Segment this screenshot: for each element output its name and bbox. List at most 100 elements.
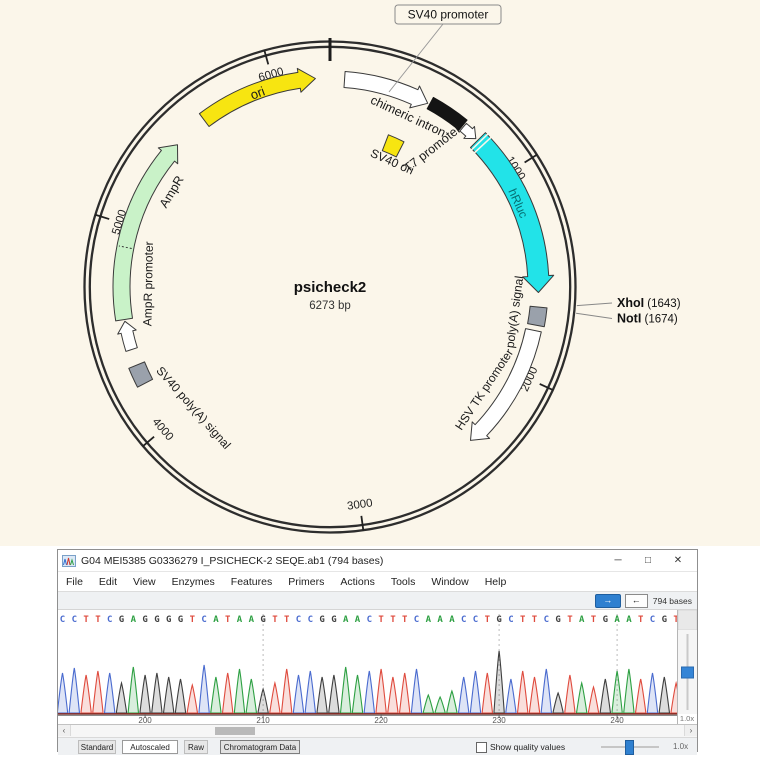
base-call: T	[284, 615, 290, 625]
trace-peak-A	[233, 668, 246, 714]
base-call: T	[225, 615, 231, 625]
show-quality-checkbox[interactable]	[476, 742, 487, 753]
trace-peak-C	[505, 678, 517, 714]
base-call: T	[485, 615, 491, 625]
base-call: G	[154, 615, 159, 625]
chromatogram-window: G04 MEI5385 G0336279 I_PSICHECK-2 SEQE.a…	[56, 549, 698, 755]
step-forward-button[interactable]: →	[594, 593, 621, 608]
base-call: T	[520, 615, 526, 625]
trace-peak-C	[103, 672, 116, 714]
trace-peak-G	[257, 687, 269, 714]
zoom-slider-thumb[interactable]	[625, 740, 634, 755]
trace-peak-A	[210, 676, 222, 714]
base-call: G	[260, 615, 265, 625]
minimize-button[interactable]: ─	[614, 554, 622, 566]
base-call: T	[673, 615, 679, 625]
trace-peak-T	[528, 676, 541, 714]
trace-peak-T	[398, 672, 411, 714]
view-button-autoscaled[interactable]: Autoscaled	[122, 740, 178, 754]
view-button-chromatogram-data[interactable]: Chromatogram Data	[220, 740, 300, 754]
zoom-level-label: 1.0x	[673, 742, 689, 751]
step-back-button[interactable]: ←	[624, 593, 648, 608]
view-button-standard[interactable]: Standard	[78, 740, 116, 754]
scroll-right-arrow[interactable]: ›	[684, 725, 697, 736]
scroll-left-arrow[interactable]: ‹	[58, 725, 71, 736]
trace-peak-T	[80, 674, 92, 714]
ruler-label-240: 240	[610, 716, 624, 724]
trace-peak-C	[540, 668, 553, 714]
base-call: C	[308, 615, 313, 625]
enzyme-site-XhoI: XhoI (1643)	[617, 296, 681, 310]
trace-peak-C	[68, 667, 81, 714]
base-call: T	[402, 615, 408, 625]
trace-peak-A	[127, 666, 140, 714]
trace-peak-C	[363, 670, 376, 714]
trace-peak-G	[493, 650, 505, 714]
base-call: A	[343, 615, 349, 625]
menu-edit[interactable]: Edit	[98, 575, 118, 588]
trace-peak-A	[351, 674, 364, 714]
trace-peak-G	[552, 691, 564, 714]
bottom-controls: Standard Autoscaled Raw Chromatogram Data S…	[58, 738, 697, 755]
seam-mark	[473, 135, 493, 155]
menu-view[interactable]: View	[133, 575, 156, 588]
base-call: G	[178, 615, 183, 625]
base-call: T	[567, 615, 573, 625]
trace-peak-C	[457, 676, 470, 714]
base-call: C	[414, 615, 419, 625]
base-call: C	[201, 615, 206, 625]
window-titlebar: G04 MEI5385 G0336279 I_PSICHECK-2 SEQE.a…	[58, 550, 697, 572]
callout-label: SV40 promoter	[408, 8, 489, 22]
trace-peak-G	[162, 676, 175, 714]
trace-peak-T	[634, 678, 647, 714]
enzyme-site-NotI: NotI (1674)	[617, 312, 678, 326]
scrollbar-thumb[interactable]	[215, 727, 255, 735]
feature-label-ori: ori	[248, 83, 267, 102]
menu-window[interactable]: Window	[431, 575, 469, 588]
base-call: T	[390, 615, 396, 625]
menu-actions[interactable]: Actions	[340, 575, 375, 588]
window-title: G04 MEI5385 G0336279 I_PSICHECK-2 SEQE.a…	[81, 554, 384, 567]
trace-peak-A	[245, 678, 258, 714]
base-call: A	[131, 615, 137, 625]
trace-peak-A	[422, 693, 435, 714]
menu-bar: File Edit View Enzymes Features Primers Action…	[58, 572, 697, 592]
trace-peak-T	[481, 672, 494, 714]
menu-enzymes[interactable]: Enzymes	[171, 575, 215, 588]
trace-peak-A	[623, 668, 635, 714]
base-call: T	[83, 615, 89, 625]
menu-tools[interactable]: Tools	[390, 575, 416, 588]
base-call: C	[461, 615, 466, 625]
trace-peak-G	[599, 678, 612, 714]
menu-help[interactable]: Help	[484, 575, 507, 588]
close-button[interactable]: ✕	[673, 554, 683, 566]
trace-peak-G	[151, 672, 163, 714]
feature-ampr-promoter	[117, 320, 138, 352]
trace-peak-T	[387, 676, 399, 714]
base-call: C	[367, 615, 372, 625]
menu-primers[interactable]: Primers	[288, 575, 325, 588]
tick-6000	[263, 49, 270, 65]
tick-2000	[539, 383, 554, 392]
view-button-raw[interactable]: Raw	[184, 740, 208, 754]
vertical-slider-thumb[interactable]	[681, 666, 694, 679]
menu-features[interactable]: Features	[230, 575, 273, 588]
enzyme-callout-line-NotI	[576, 312, 613, 319]
base-call: C	[544, 615, 549, 625]
seam-mark	[470, 132, 490, 152]
feature-poly-a-signal	[527, 305, 548, 328]
horizontal-scrollbar[interactable]: ‹ ›	[58, 725, 697, 738]
trace-peak-C	[198, 664, 210, 714]
menu-file[interactable]: File	[66, 575, 83, 588]
plasmid-size: 6273 bp	[309, 300, 351, 312]
callout-line	[388, 23, 444, 93]
base-call: T	[190, 615, 196, 625]
tick-5000	[94, 213, 110, 220]
show-quality-label: Show quality values	[490, 742, 566, 752]
trace-peak-G	[174, 678, 187, 714]
base-call: A	[237, 615, 243, 625]
maximize-button[interactable]: □	[644, 554, 652, 566]
